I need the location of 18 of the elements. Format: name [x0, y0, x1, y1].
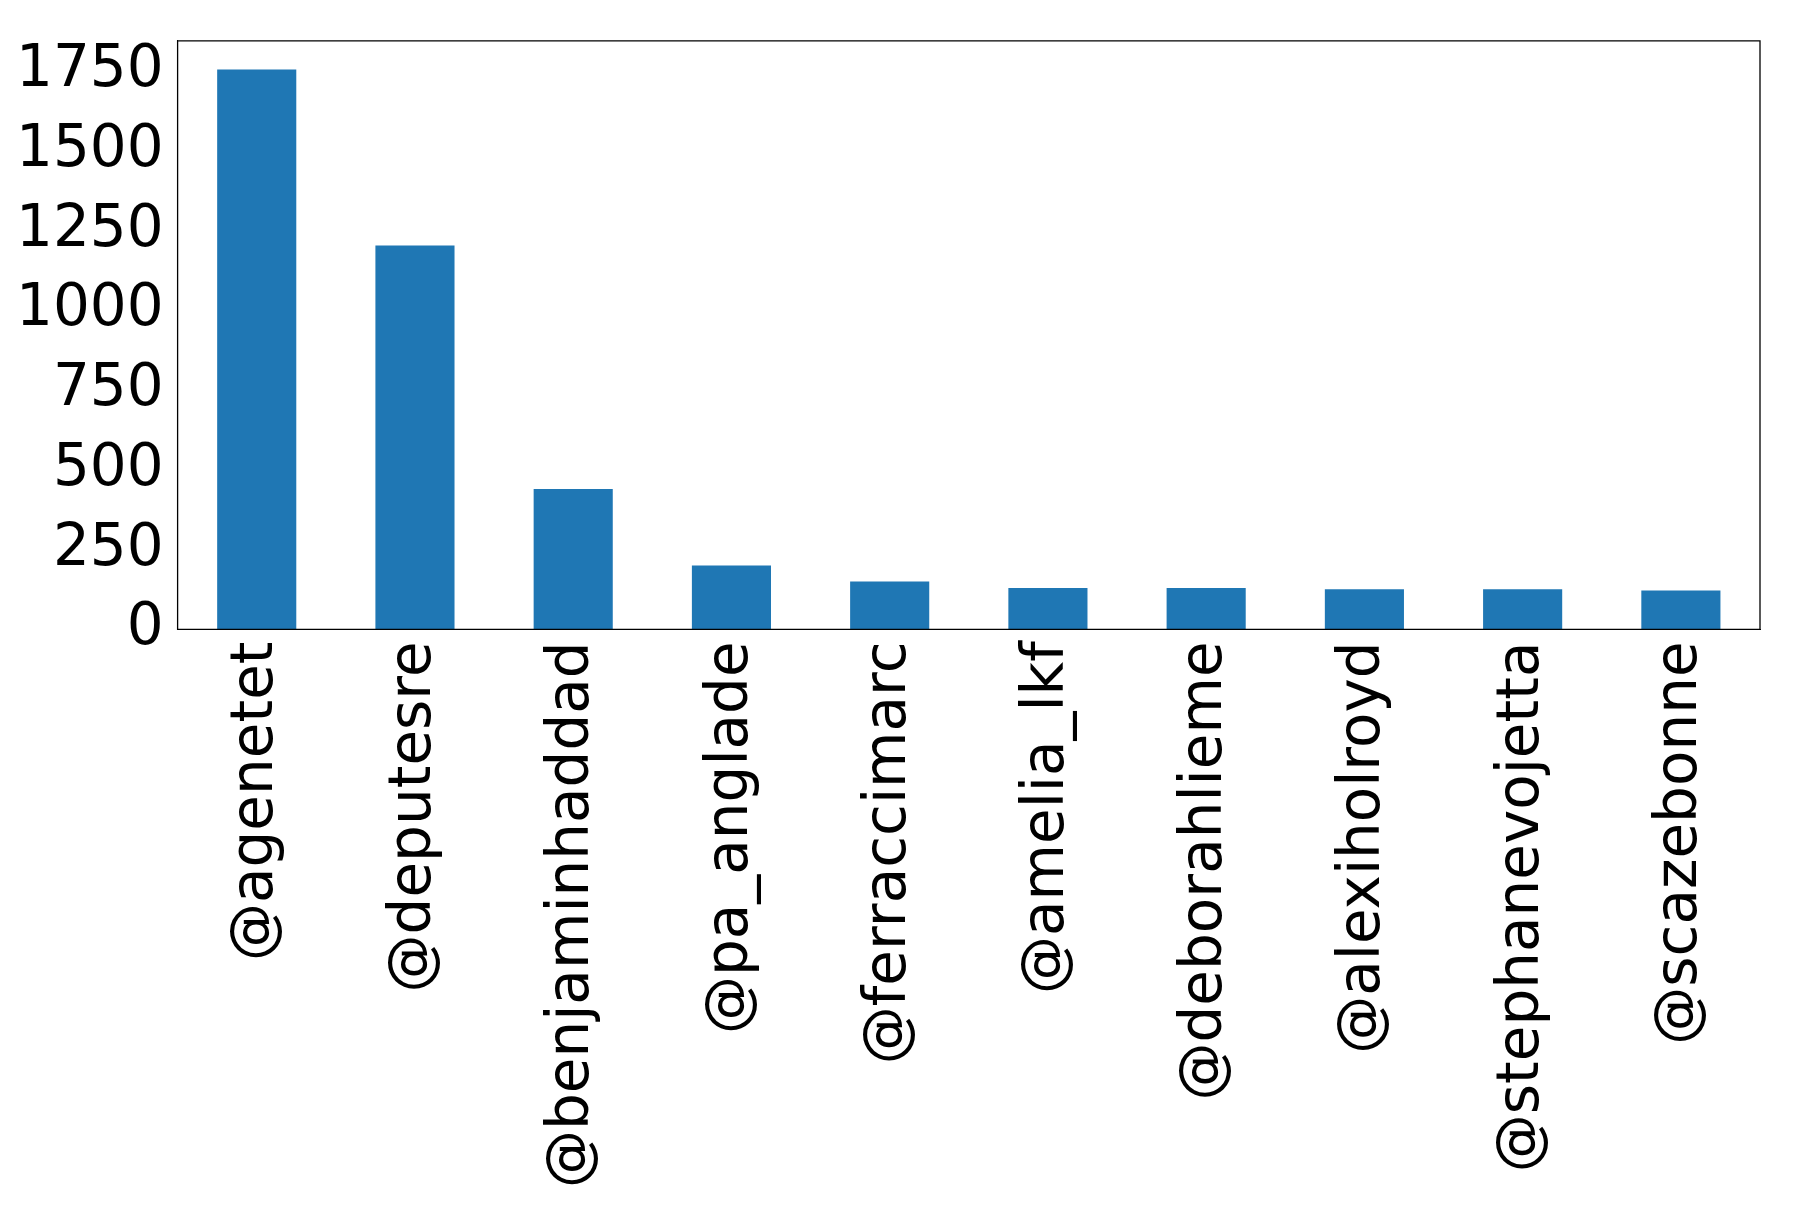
- x-tick-label: @alexiholroyd: [1325, 641, 1394, 1054]
- y-tick-label: 500: [52, 430, 164, 499]
- y-tick-label: 1000: [16, 271, 164, 340]
- y-tick-label: 1750: [16, 32, 164, 101]
- y-tick-label: 0: [126, 590, 164, 659]
- x-tick-label: @benjaminhaddad: [534, 641, 603, 1189]
- y-tick-label: 250: [52, 510, 164, 579]
- x-tick-label: @stephanevojetta: [1483, 641, 1552, 1173]
- y-tick-label: 1250: [16, 191, 164, 260]
- x-tick-label: @deputesre: [376, 641, 445, 993]
- y-tick-label: 1500: [16, 111, 164, 180]
- x-tick-label: @deborahlieme: [1167, 641, 1236, 1101]
- x-tick-label: @ferraccimarc: [850, 641, 919, 1065]
- x-tick-label: @pa_anglade: [692, 641, 761, 1035]
- y-tick-label: 750: [52, 351, 164, 420]
- x-tick-label: @agenetet: [217, 641, 286, 962]
- x-tick-label: @amelia_lkf: [1008, 639, 1077, 995]
- x-tick-label: @scazebonne: [1641, 641, 1710, 1045]
